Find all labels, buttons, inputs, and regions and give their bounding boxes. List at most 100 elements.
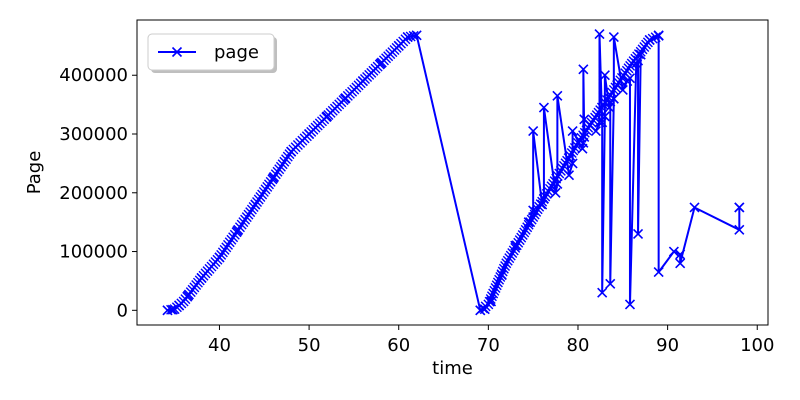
data-point [513,237,524,248]
data-point [734,202,745,213]
data-point [578,64,589,75]
data-point [496,269,507,280]
data-point [538,102,549,113]
data-point [534,201,545,212]
legend: page [147,33,277,73]
data-point [528,212,539,223]
x-tick-label: 90 [656,335,679,356]
data-point [562,155,573,166]
data-point [525,217,536,228]
data-point [504,253,515,264]
data-point [552,171,563,182]
data-point [500,261,511,272]
data-point [505,250,516,261]
y-tick-label: 0 [117,300,128,321]
data-point [567,126,578,137]
data-point [689,202,700,213]
data-point [523,219,534,230]
data-point [653,30,664,41]
data-point [597,287,608,298]
data-point [166,304,177,315]
y-tick-label: 400000 [59,65,128,86]
data-point [529,209,540,220]
data-point [531,206,542,217]
data-point [546,181,557,192]
data-point [599,70,610,81]
data-point [605,278,616,289]
data-point [490,282,501,293]
x-tick-label: 50 [298,335,321,356]
x-tick-label: 70 [477,335,500,356]
data-point [541,188,552,199]
y-tick-label: 300000 [59,124,128,145]
data-point [520,224,531,235]
data-point [528,126,539,137]
data-point [522,222,533,233]
y-axis: 0 100000 200000 300000 400000 [59,65,137,321]
data-point [489,285,500,296]
data-point [566,148,577,159]
data-point [555,165,566,176]
data-point [408,30,419,41]
data-point [560,158,571,169]
data-point [498,263,509,274]
data-point [514,235,525,246]
data-point [552,90,563,101]
data-point [608,31,619,43]
data-point [517,230,528,241]
data-point [594,29,605,40]
data-point [495,272,506,283]
data-point [543,186,554,197]
data-point [653,267,664,278]
data-point [532,204,543,215]
data-point [411,30,422,41]
data-point [597,117,608,128]
dense-marker-band [162,30,661,316]
data-point [624,299,636,310]
data-point [484,296,495,307]
data-point [502,255,513,266]
data-point [540,191,551,202]
data-point [508,245,519,256]
data-point [516,232,527,243]
data-point [526,214,537,225]
data-point [501,258,512,269]
data-point [492,277,503,288]
data-point [507,248,518,259]
data-point [599,111,610,122]
data-point [483,299,494,310]
data-point [549,176,560,187]
data-point [551,173,562,184]
data-point [675,249,686,260]
data-point [488,288,499,299]
data-point [644,34,655,45]
y-tick-label: 100000 [59,242,128,263]
data-point [535,199,546,210]
data-point [548,178,559,189]
data-point [734,224,745,235]
data-point [557,163,568,174]
x-axis-title: time [432,358,473,379]
y-tick-label: 200000 [59,183,128,204]
data-point [668,246,679,257]
data-point [538,194,549,205]
data-point [558,160,569,171]
data-point [571,140,582,151]
plot-area [162,29,745,316]
data-point [486,291,497,302]
data-point [554,168,565,179]
data-point [544,183,555,194]
data-point [510,242,521,253]
legend-box [147,33,275,71]
legend-marker-sample [171,46,183,58]
data-point [491,280,502,291]
data-point [675,258,686,269]
data-point [650,32,661,43]
data-point [485,293,496,304]
data-point [405,31,416,42]
data-point [497,266,508,277]
data-point [511,240,522,251]
legend-label: page [214,42,259,63]
